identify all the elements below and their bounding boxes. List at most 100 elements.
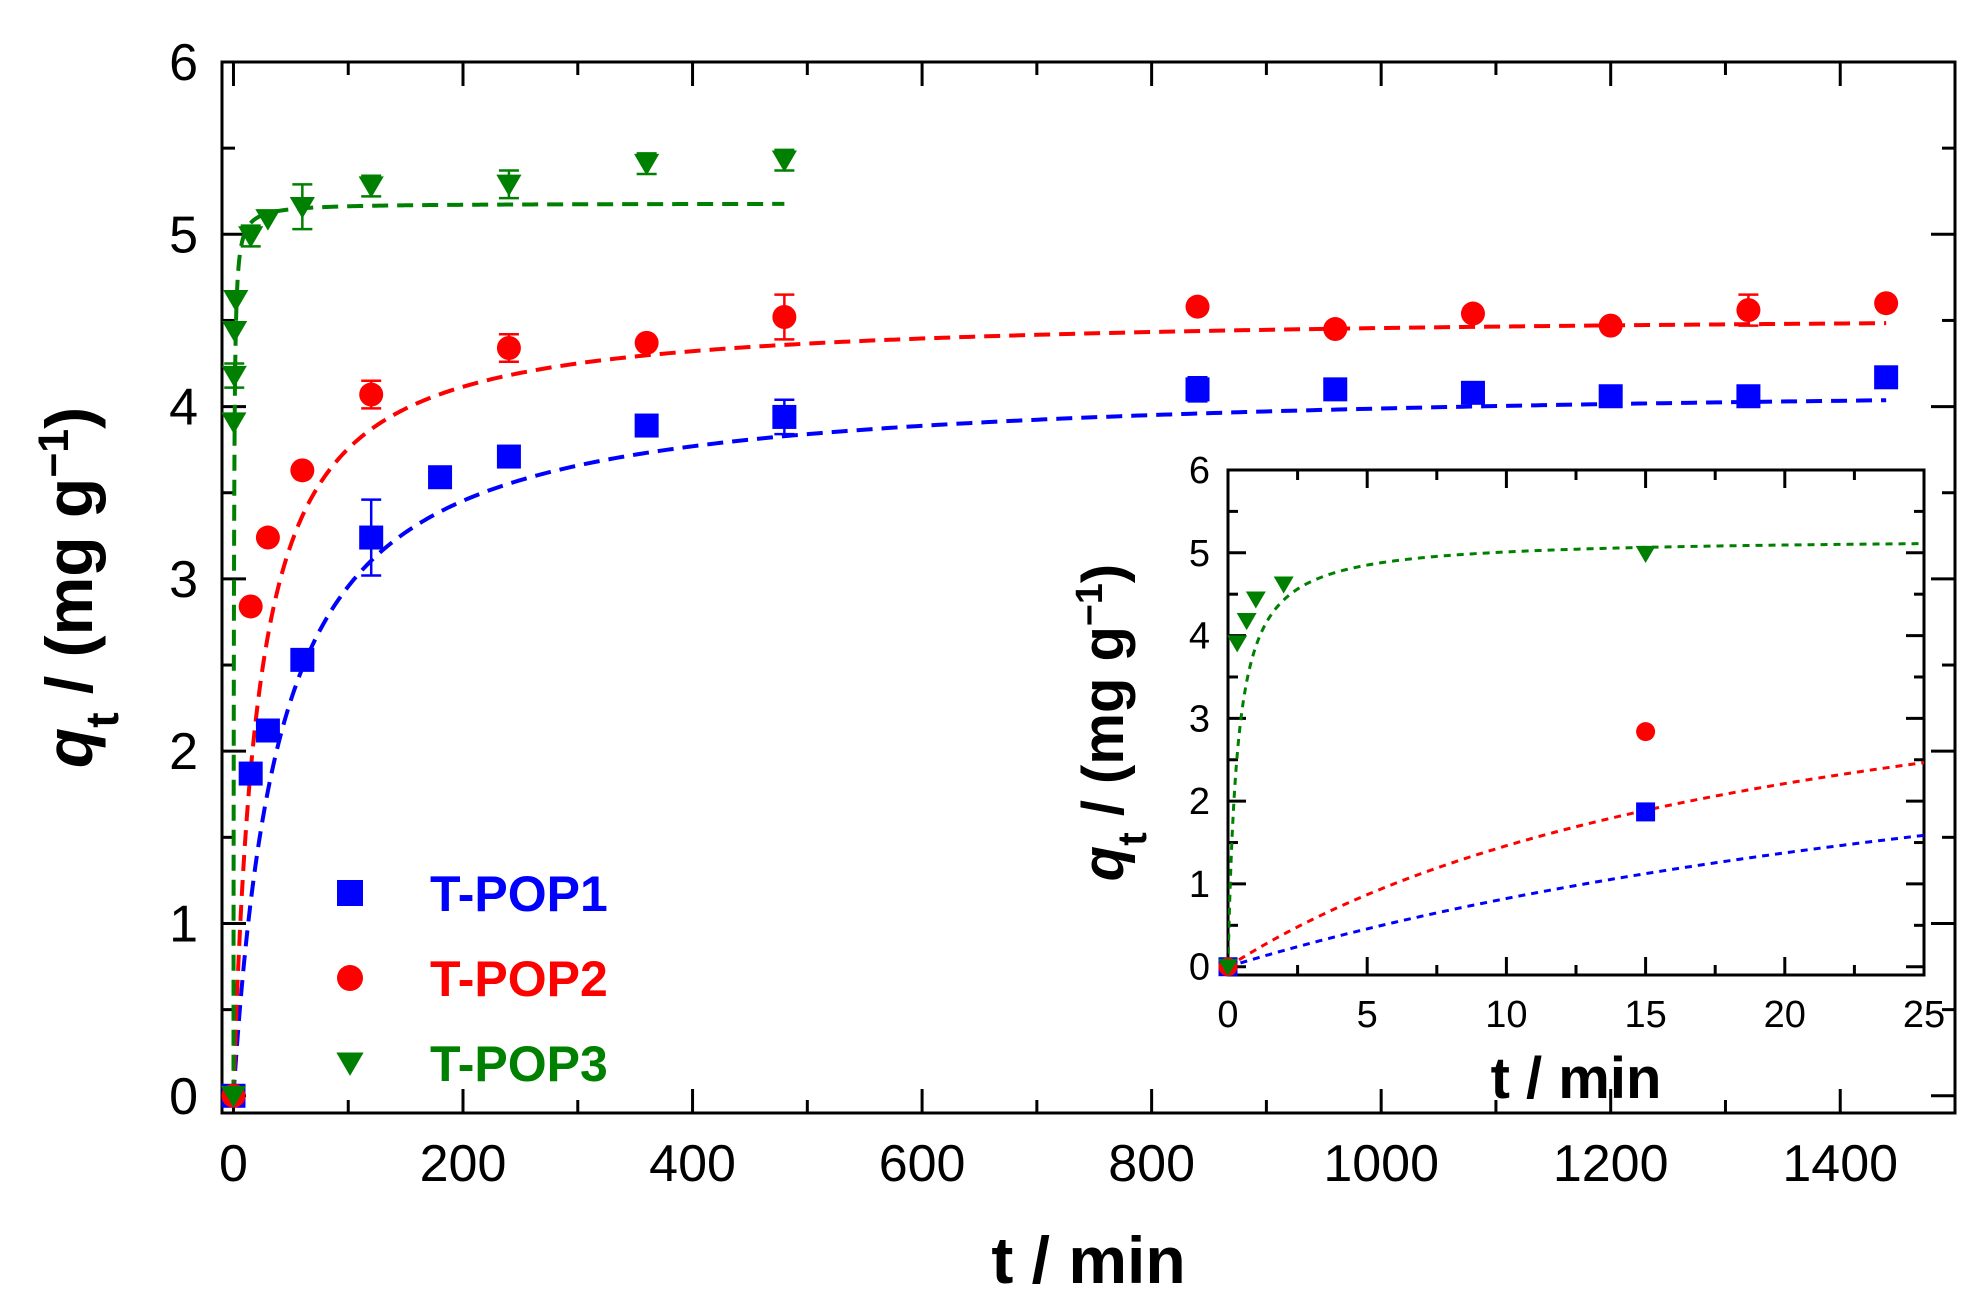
inset-y-axis-sub: t [1109, 832, 1155, 846]
main-point-t-pop1 [1460, 380, 1485, 405]
inset-y-axis-title: qt / (mg g−1) [1068, 564, 1155, 881]
legend-marker-t-pop3 [336, 1052, 364, 1076]
main-point-t-pop2 [1323, 317, 1348, 342]
inset-fit-t-pop2 [1228, 761, 1924, 969]
main-point-t-pop1 [1874, 365, 1899, 390]
main-y-tick-label: 1 [169, 895, 198, 953]
main-point-t-pop2 [1460, 301, 1485, 326]
main-y-axis-var: q [32, 728, 106, 768]
main-y-axis-close: ) [32, 407, 106, 429]
main-y-tick-label: 5 [169, 206, 198, 264]
inset-x-axis-title: t / min [1491, 1046, 1662, 1111]
main-point-t-pop3 [238, 226, 264, 248]
inset-y-tick-label: 3 [1189, 698, 1210, 740]
main-y-tick-label: 6 [169, 34, 198, 92]
inset-x-tick-label: 5 [1357, 994, 1378, 1036]
main-x-tick-label: 0 [219, 1135, 248, 1193]
main-point-t-pop1 [1185, 377, 1210, 402]
inset-fit-t-pop3 [1228, 542, 1924, 967]
main-y-axis-title: qt / (mg g−1) [30, 407, 128, 768]
main-point-t-pop2 [1185, 294, 1210, 319]
inset-point-t-pop3 [1245, 591, 1266, 609]
main-point-t-pop2 [255, 525, 280, 550]
inset-y-tick-label: 5 [1189, 533, 1210, 575]
main-point-t-pop1 [772, 404, 797, 429]
inset-y-axis-sup: −1 [1068, 583, 1110, 626]
main-point-t-pop1 [428, 465, 453, 490]
main-point-t-pop3 [221, 365, 247, 388]
main-point-t-pop3 [221, 412, 247, 434]
main-point-t-pop3 [771, 150, 797, 173]
inset-point-t-pop3 [1273, 576, 1294, 594]
main-point-t-pop2 [496, 336, 521, 361]
main-point-t-pop1 [634, 413, 659, 438]
inset-point-t-pop3 [1236, 612, 1257, 631]
main-point-t-pop3 [255, 209, 281, 231]
main-point-t-pop3 [496, 174, 522, 197]
main-x-tick-label: 1000 [1323, 1135, 1439, 1193]
main-point-t-pop2 [1874, 291, 1899, 316]
main-y-tick-label: 2 [169, 723, 198, 781]
inset-y-tick-label: 1 [1189, 864, 1210, 906]
inset-x-tick-label: 10 [1485, 994, 1527, 1036]
inset-y-axis-unit: / (mg g [1071, 626, 1136, 832]
main-point-t-pop3 [358, 176, 384, 198]
main-point-t-pop2 [290, 458, 315, 483]
main-point-t-pop1 [255, 718, 280, 743]
main-fit-t-pop2 [231, 321, 1887, 1096]
inset-x-tick-label: 25 [1903, 994, 1945, 1036]
main-y-tick-label: 3 [169, 551, 198, 609]
main-point-t-pop2 [634, 330, 659, 355]
main-point-t-pop3 [289, 197, 315, 219]
main-point-t-pop3 [223, 290, 249, 312]
inset-y-tick-label: 6 [1189, 450, 1210, 492]
legend-label-t-pop2: T-POP2 [430, 951, 608, 1007]
legend-marker-t-pop1 [337, 880, 363, 906]
main-point-t-pop2 [772, 304, 797, 329]
main-point-t-pop1 [359, 525, 384, 550]
main-point-t-pop1 [238, 761, 263, 786]
legend-label-t-pop1: T-POP1 [430, 866, 608, 922]
inset-point-t-pop2 [1636, 722, 1656, 742]
main-point-t-pop1 [1323, 377, 1348, 402]
main-point-t-pop2 [238, 594, 263, 619]
inset-plot-frame [1226, 468, 1926, 977]
inset-fit-t-pop1 [1228, 833, 1924, 969]
main-y-axis-sup: −1 [30, 429, 78, 478]
main-point-t-pop2 [1598, 313, 1623, 338]
main-point-t-pop1 [1736, 384, 1761, 409]
inset-x-tick-label: 0 [1217, 994, 1238, 1036]
inset-y-tick-label: 0 [1189, 947, 1210, 989]
main-x-tick-label: 400 [649, 1135, 736, 1193]
inset-y-tick-label: 4 [1189, 616, 1210, 658]
main-x-tick-label: 1200 [1553, 1135, 1669, 1193]
inset-point-t-pop3 [1635, 545, 1656, 564]
main-point-t-pop3 [634, 153, 660, 176]
main-y-tick-label: 0 [169, 1068, 198, 1126]
main-x-tick-label: 800 [1108, 1135, 1195, 1193]
inset-point-t-pop3 [1218, 959, 1238, 977]
main-x-tick-label: 1400 [1782, 1135, 1898, 1193]
inset-y-axis-var: q [1071, 846, 1136, 881]
inset-point-t-pop3 [1227, 635, 1248, 653]
inset-y-axis-close: ) [1071, 564, 1136, 583]
inset-y-tick-label: 2 [1189, 781, 1210, 823]
main-point-t-pop3 [222, 321, 248, 343]
inset-point-t-pop1 [1636, 802, 1656, 822]
inset-x-tick-label: 20 [1764, 994, 1806, 1036]
main-x-tick-label: 600 [879, 1135, 966, 1193]
main-point-t-pop3 [220, 1086, 247, 1108]
main-y-axis-sub: t [76, 712, 128, 727]
inset-plot: 0 5 10 15 20 25 0 1 2 3 4 5 6 t / min qt / (mg g−1) [1068, 450, 1945, 1111]
main-plot-frame [220, 60, 1957, 1115]
main-x-tick-label: 200 [420, 1135, 507, 1193]
main-point-t-pop1 [496, 444, 521, 469]
main-x-axis-title: t / min [991, 1223, 1185, 1297]
main-y-axis-unit: / (mg g [32, 478, 106, 713]
legend-label-t-pop3: T-POP3 [430, 1036, 608, 1092]
main-point-t-pop1 [290, 647, 315, 672]
main-y-tick-label: 4 [169, 379, 198, 437]
inset-x-tick-label: 15 [1624, 994, 1666, 1036]
